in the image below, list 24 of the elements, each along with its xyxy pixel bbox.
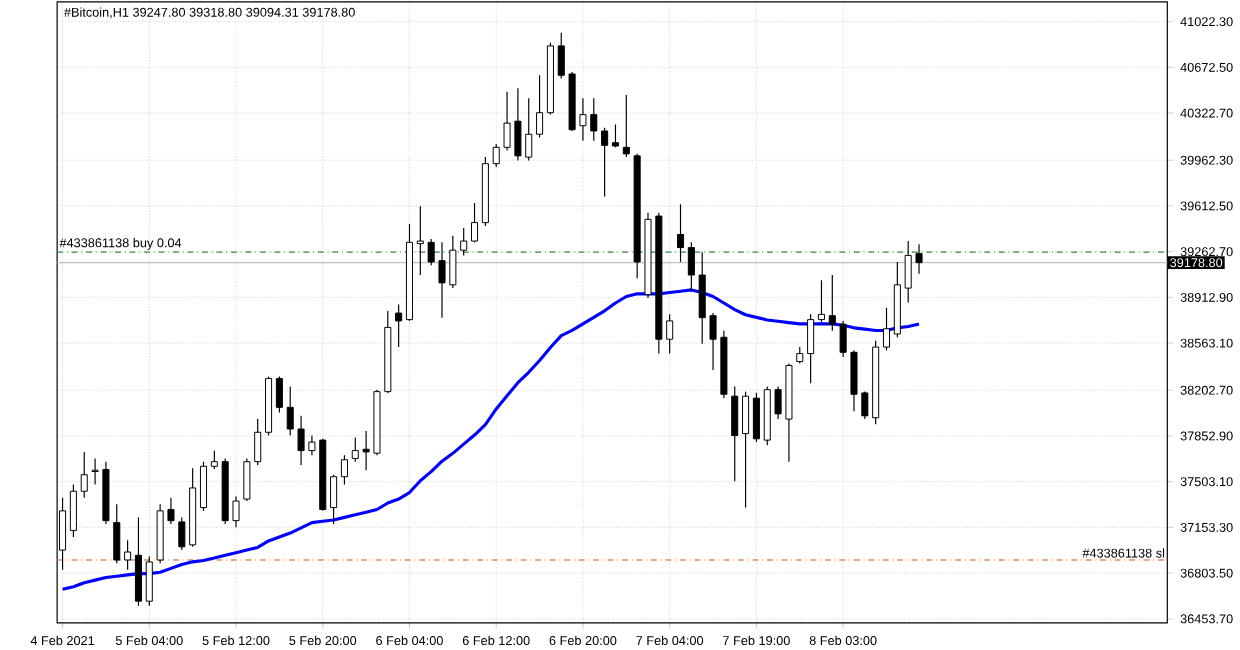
candlestick bbox=[601, 126, 609, 197]
candlestick bbox=[395, 303, 403, 348]
candlestick bbox=[80, 451, 88, 499]
candlestick bbox=[752, 392, 760, 443]
candlestick bbox=[178, 516, 186, 551]
candlestick bbox=[742, 390, 750, 508]
candlestick bbox=[731, 385, 739, 482]
candlestick bbox=[807, 313, 815, 384]
candlestick bbox=[145, 555, 153, 607]
candlestick bbox=[622, 94, 630, 158]
candlestick bbox=[113, 503, 121, 564]
candlestick bbox=[676, 203, 685, 263]
candlestick bbox=[536, 74, 544, 138]
candlestick bbox=[69, 483, 77, 538]
candlestick bbox=[134, 516, 142, 607]
candlestick bbox=[340, 454, 348, 485]
candlestick bbox=[124, 539, 132, 571]
candlestick bbox=[471, 202, 479, 243]
candlestick bbox=[199, 460, 208, 512]
candlestick bbox=[330, 473, 338, 525]
candlestick bbox=[687, 241, 695, 292]
candlestick bbox=[817, 279, 825, 323]
candlestick bbox=[275, 375, 283, 413]
candlestick bbox=[882, 307, 891, 351]
